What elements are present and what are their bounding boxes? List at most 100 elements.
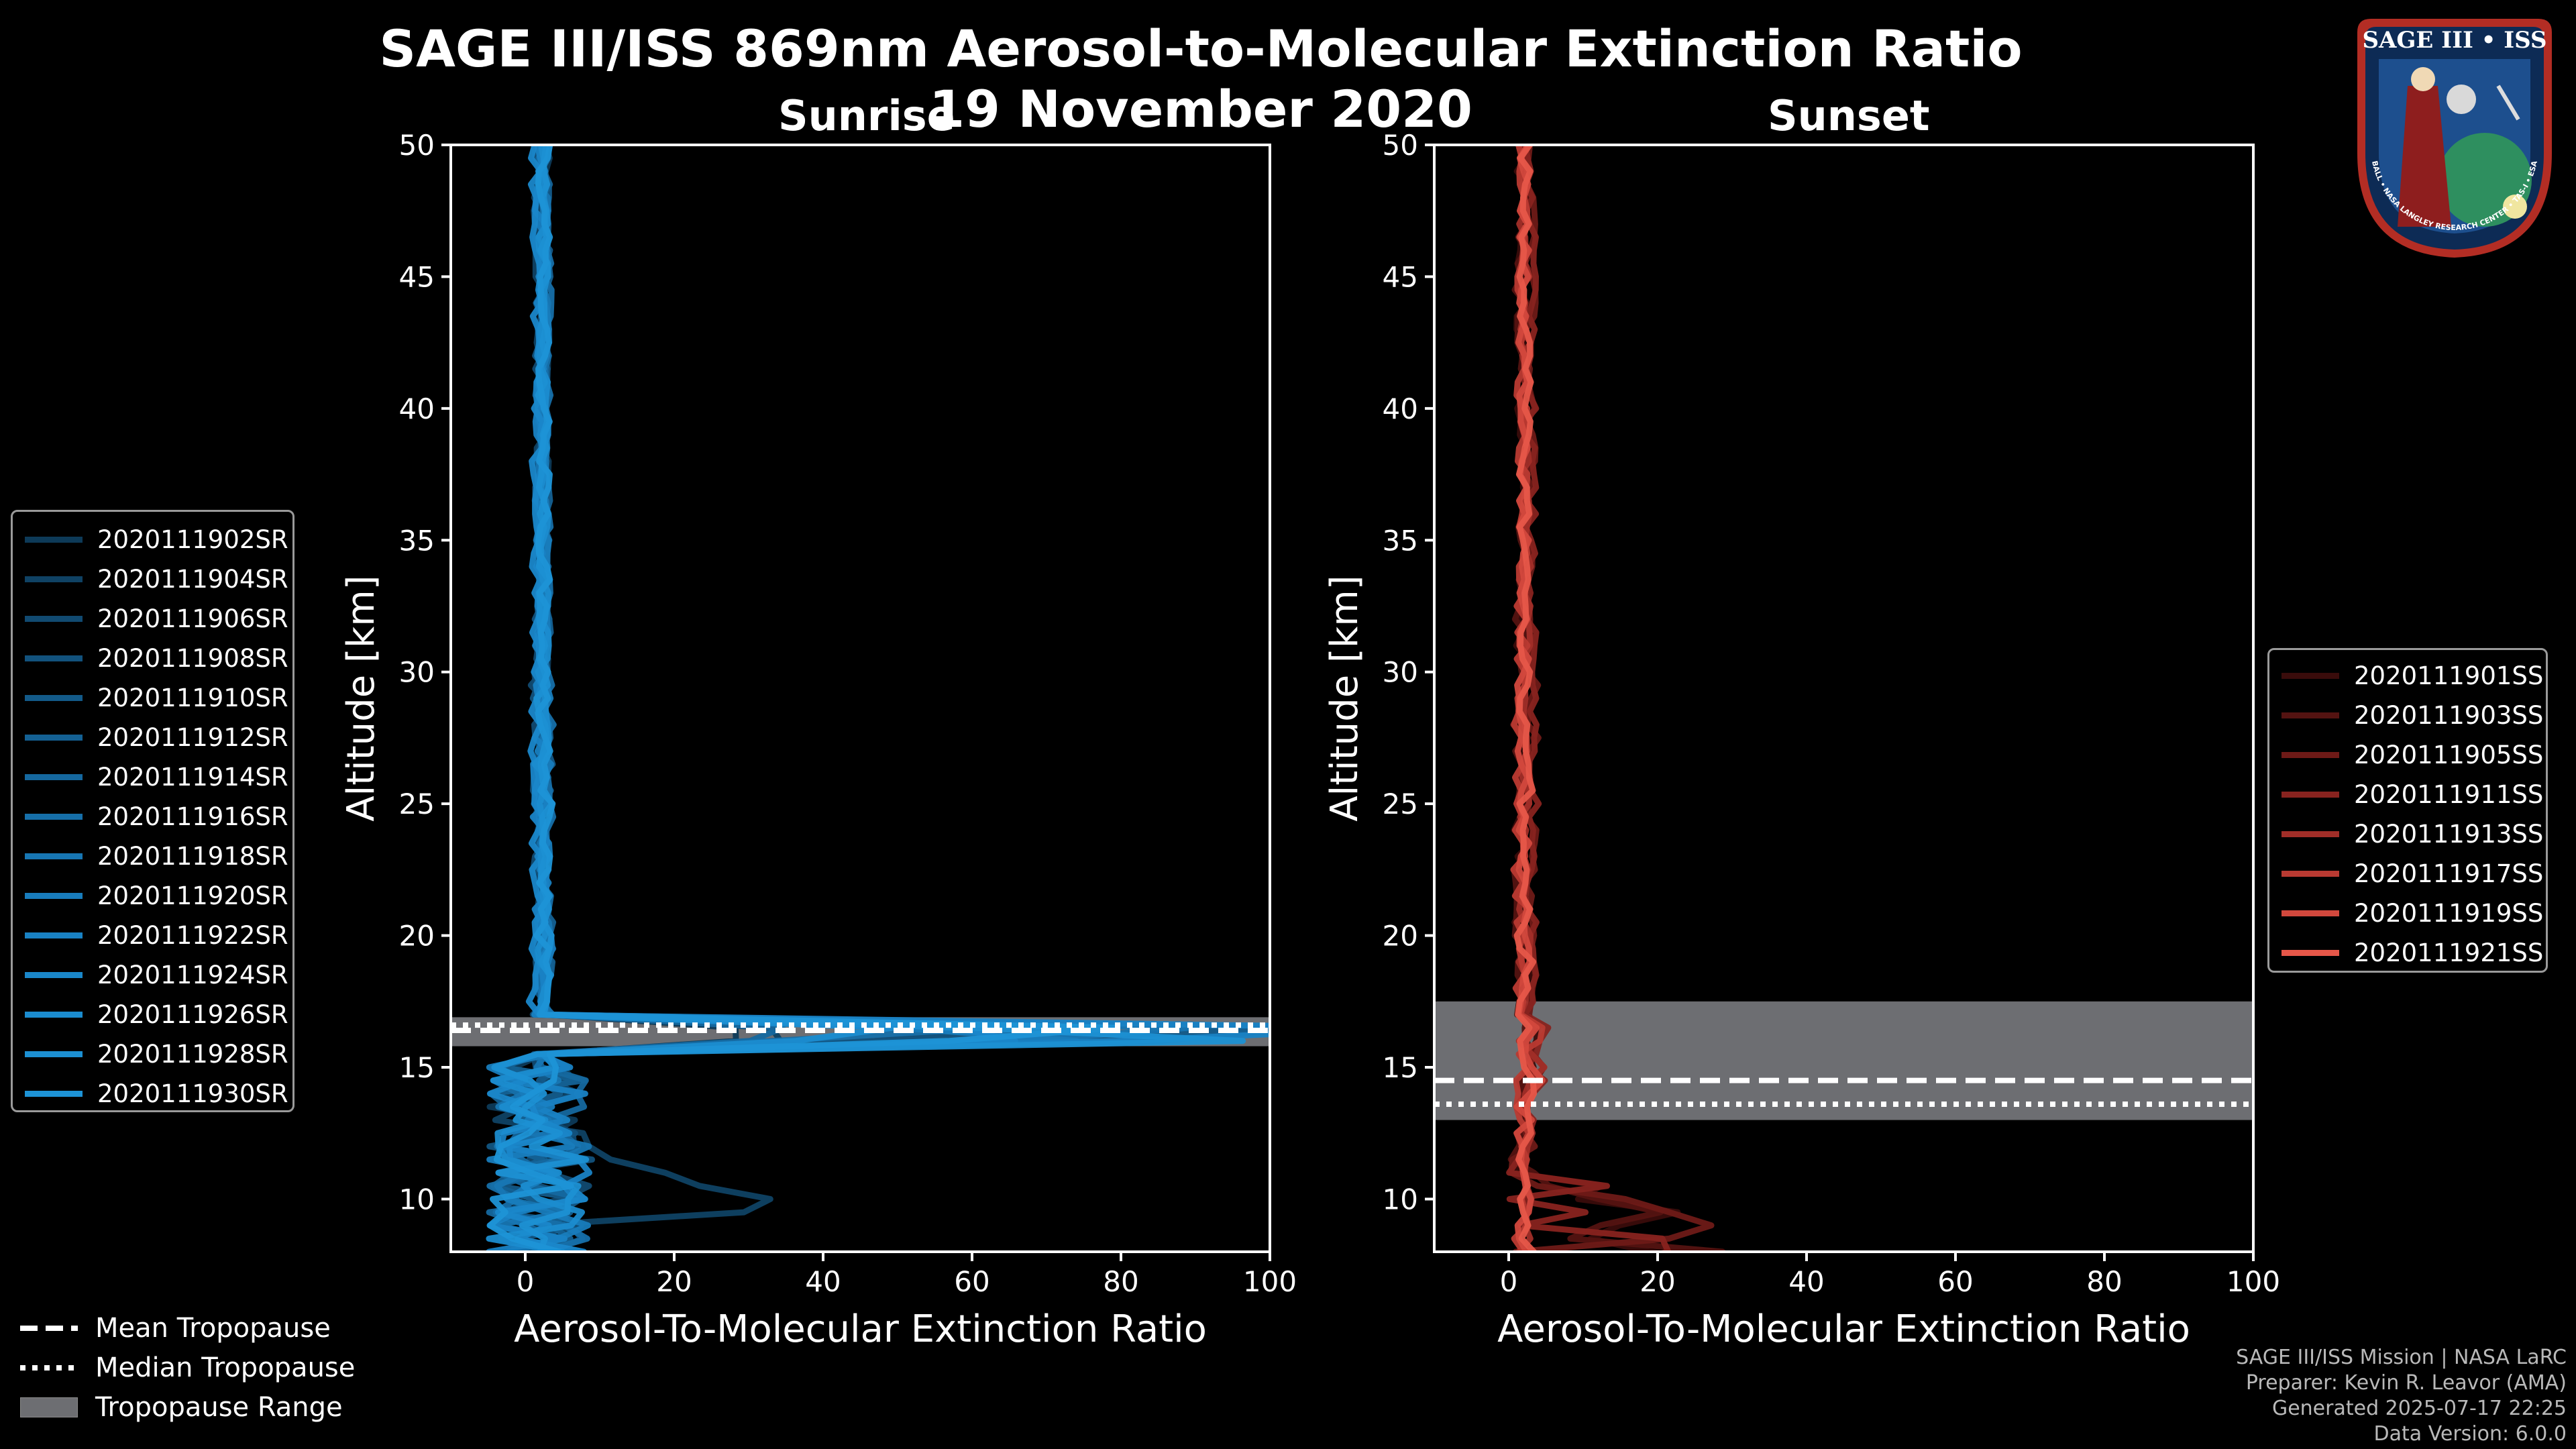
- sunset-legend: 2020111901SS 2020111903SS 2020111905SS 2020…: [2267, 648, 2548, 973]
- sunset-plot: 0 20 40 60 80 100 10 15 20 25 30 35 40 45 50 Aerosol-To…: [1323, 129, 2280, 1351]
- legend-mean-label: Mean Tropopause: [95, 1312, 331, 1344]
- legend-item: 2020111914SR: [13, 757, 292, 797]
- legend-label: 2020111902SR: [97, 525, 288, 554]
- profile-line: [486, 145, 1118, 1252]
- legend-label: 2020111908SR: [97, 644, 288, 673]
- y-tick-label: 30: [399, 656, 435, 689]
- legend-swatch: [2282, 950, 2339, 956]
- credit-preparer: Preparer: Kevin R. Leavor (AMA): [2245, 1371, 2567, 1395]
- legend-label: 2020111904SR: [97, 565, 288, 594]
- legend-swatch: [2282, 871, 2339, 877]
- legend-item: 2020111920SR: [13, 876, 292, 916]
- logo-title: SAGE III • ISS: [2362, 27, 2547, 54]
- credit-generated: Generated 2025-07-17 22:25: [2271, 1397, 2567, 1420]
- legend-item: 2020111901SS: [2269, 656, 2546, 696]
- x-tick-label: 60: [1937, 1265, 1973, 1298]
- x-tick-label: 80: [1103, 1265, 1138, 1298]
- x-tick-label: 0: [517, 1265, 535, 1298]
- y-tick-label: 25: [399, 788, 435, 820]
- legend-swatch: [2282, 831, 2339, 837]
- profile-line: [1513, 145, 1538, 1252]
- sunset-plot-area: [1434, 145, 2253, 1252]
- legend-median-label: Median Tropopause: [95, 1352, 356, 1383]
- sunset-panel-title: Sunset: [1768, 91, 1930, 140]
- y-tick-label: 20: [1383, 920, 1418, 953]
- x-tick-label: 20: [656, 1265, 692, 1298]
- legend-swatch: [25, 576, 83, 582]
- y-tick-label: 45: [1383, 260, 1418, 293]
- legend-item: 2020111930SR: [13, 1074, 292, 1114]
- sunrise-panel-title: Sunrise: [778, 91, 955, 140]
- legend-label: 2020111912SR: [97, 723, 288, 752]
- legend-item: 2020111912SR: [13, 718, 292, 757]
- legend-label: 2020111924SR: [97, 961, 288, 989]
- legend-swatch: [25, 972, 83, 978]
- sunrise-legend: 2020111902SR 2020111904SR 2020111906SR 2020…: [11, 510, 294, 1112]
- legend-item: 2020111905SS: [2269, 735, 2546, 775]
- credit-mission: SAGE III/ISS Mission | NASA LaRC: [2236, 1346, 2567, 1369]
- credit-version: Data Version: 6.0.0: [2373, 1422, 2567, 1446]
- legend-swatch: [25, 774, 83, 780]
- legend-item: 2020111922SR: [13, 916, 292, 955]
- legend-label: 2020111919SS: [2354, 899, 2544, 928]
- legend-item: 2020111902SR: [13, 520, 292, 559]
- y-tick-label: 45: [399, 260, 435, 293]
- legend-mean-tropopause: Mean Tropopause: [20, 1308, 355, 1348]
- legend-label: 2020111903SS: [2354, 701, 2544, 730]
- x-tick-label: 80: [2086, 1265, 2122, 1298]
- profile-line: [494, 145, 1270, 1252]
- legend-swatch: [25, 932, 83, 938]
- y-tick-label: 15: [399, 1051, 435, 1084]
- legend-swatch: [25, 735, 83, 741]
- legend-tropopause-range: Tropopause Range: [20, 1387, 355, 1427]
- legend-item: 2020111910SR: [13, 678, 292, 718]
- legend-item: 2020111924SR: [13, 955, 292, 995]
- main-title: SAGE III/ISS 869nm Aerosol-to-Molecular …: [379, 19, 2023, 78]
- legend-label: 2020111922SR: [97, 921, 288, 950]
- legend-label: 2020111914SR: [97, 763, 288, 792]
- legend-swatch: [2282, 910, 2339, 916]
- profile-line: [486, 145, 1270, 1252]
- legend-item: 2020111928SR: [13, 1034, 292, 1074]
- y-tick-label: 15: [1383, 1051, 1418, 1084]
- date-subtitle: 19 November 2020: [929, 79, 1472, 139]
- tropopause-legend: Mean Tropopause Median Tropopause Tropop…: [20, 1308, 355, 1427]
- sage-iii-iss-logo: SAGE III • ISS BALL • NASA LANGLEY RESEA…: [2344, 12, 2565, 262]
- x-tick-label: 0: [1500, 1265, 1518, 1298]
- legend-label: 2020111918SR: [97, 842, 288, 871]
- legend-swatch: [2282, 752, 2339, 758]
- legend-label: 2020111921SS: [2354, 938, 2544, 967]
- credits: SAGE III/ISS Mission | NASA LaRC Prepare…: [2236, 1345, 2567, 1447]
- y-tick-label: 10: [399, 1183, 435, 1216]
- legend-item: 2020111918SR: [13, 837, 292, 876]
- legend-swatch: [25, 537, 83, 543]
- legend-swatch: [25, 1051, 83, 1057]
- logo-ring-text: BALL • NASA LANGLEY RESEARCH CENTER • TA…: [2370, 160, 2539, 232]
- x-tick-label: 60: [954, 1265, 989, 1298]
- y-tick-label: 10: [1383, 1183, 1418, 1216]
- legend-swatch: [25, 695, 83, 701]
- profile-line: [491, 145, 1246, 1252]
- legend-swatch: [2282, 712, 2339, 718]
- y-tick-label: 50: [399, 129, 435, 162]
- y-tick-label: 35: [1383, 524, 1418, 557]
- y-tick-label: 25: [1383, 788, 1418, 820]
- legend-label: 2020111917SS: [2354, 859, 2544, 888]
- legend-item: 2020111911SS: [2269, 775, 2546, 814]
- y-tick-label: 20: [399, 920, 435, 953]
- legend-label: 2020111905SS: [2354, 741, 2544, 769]
- legend-item: 2020111904SR: [13, 559, 292, 599]
- x-tick-label: 40: [1788, 1265, 1824, 1298]
- tropopause-range-band: [1434, 1001, 2253, 1120]
- legend-item: 2020111916SR: [13, 797, 292, 837]
- y-tick-label: 35: [399, 524, 435, 557]
- legend-label: 2020111926SR: [97, 1000, 288, 1029]
- legend-item: 2020111908SR: [13, 639, 292, 678]
- y-axis-label: Altitude [km]: [339, 575, 383, 821]
- legend-swatch: [2282, 673, 2339, 679]
- legend-swatch: [25, 814, 83, 820]
- legend-swatch: [25, 1091, 83, 1097]
- legend-swatch: [25, 655, 83, 661]
- profile-line: [488, 145, 1270, 1252]
